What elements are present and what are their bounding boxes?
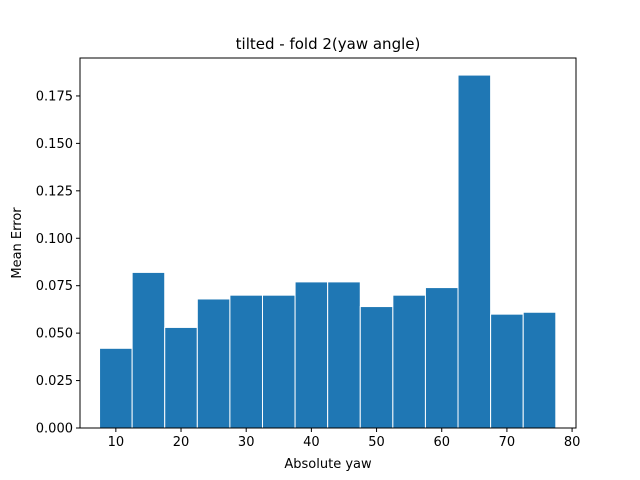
histogram-bar — [99, 347, 133, 429]
y-tick-label: 0.150 — [36, 137, 73, 152]
x-axis-label: Absolute yaw — [284, 457, 372, 472]
histogram-bar — [327, 281, 361, 429]
y-tick-label: 0.175 — [36, 89, 73, 104]
histogram-bar — [294, 281, 329, 429]
histogram-bar — [392, 294, 426, 429]
histogram-bar — [164, 326, 198, 429]
y-tick-label: 0.050 — [36, 327, 73, 342]
bars-group — [99, 74, 557, 429]
x-tick-label: 30 — [238, 435, 255, 450]
x-tick-label: 60 — [433, 435, 450, 450]
x-tick-label: 10 — [108, 435, 125, 450]
y-tick-label: 0.100 — [36, 232, 73, 247]
x-tick-label: 50 — [368, 435, 385, 450]
plot-area-frame — [79, 57, 577, 429]
x-tick-label: 80 — [564, 435, 581, 450]
x-axis-ticks: 10 20 30 40 50 60 70 80 — [108, 428, 581, 450]
histogram-bar — [261, 294, 296, 429]
y-tick-label: 0.000 — [36, 422, 73, 437]
histogram-bar — [457, 74, 492, 429]
y-tick-label: 0.075 — [36, 279, 73, 294]
y-tick-label: 0.125 — [36, 184, 73, 199]
histogram-bar — [359, 306, 394, 429]
histogram-bar — [424, 287, 459, 429]
y-axis-ticks: 0.000 0.025 0.050 0.075 0.100 0.125 0.150 0.175 — [36, 89, 80, 437]
y-axis-label: Mean Error — [10, 207, 25, 279]
x-tick-label: 40 — [303, 435, 320, 450]
histogram-bar — [229, 294, 263, 429]
histogram-bar — [490, 313, 524, 429]
histogram-bar — [522, 311, 557, 429]
histogram-bar — [196, 298, 231, 429]
y-tick-label: 0.025 — [36, 374, 73, 389]
histogram-bar — [131, 271, 166, 429]
x-tick-label: 20 — [173, 435, 190, 450]
chart-title: tilted - fold 2(yaw angle) — [236, 35, 421, 53]
x-tick-label: 70 — [499, 435, 516, 450]
